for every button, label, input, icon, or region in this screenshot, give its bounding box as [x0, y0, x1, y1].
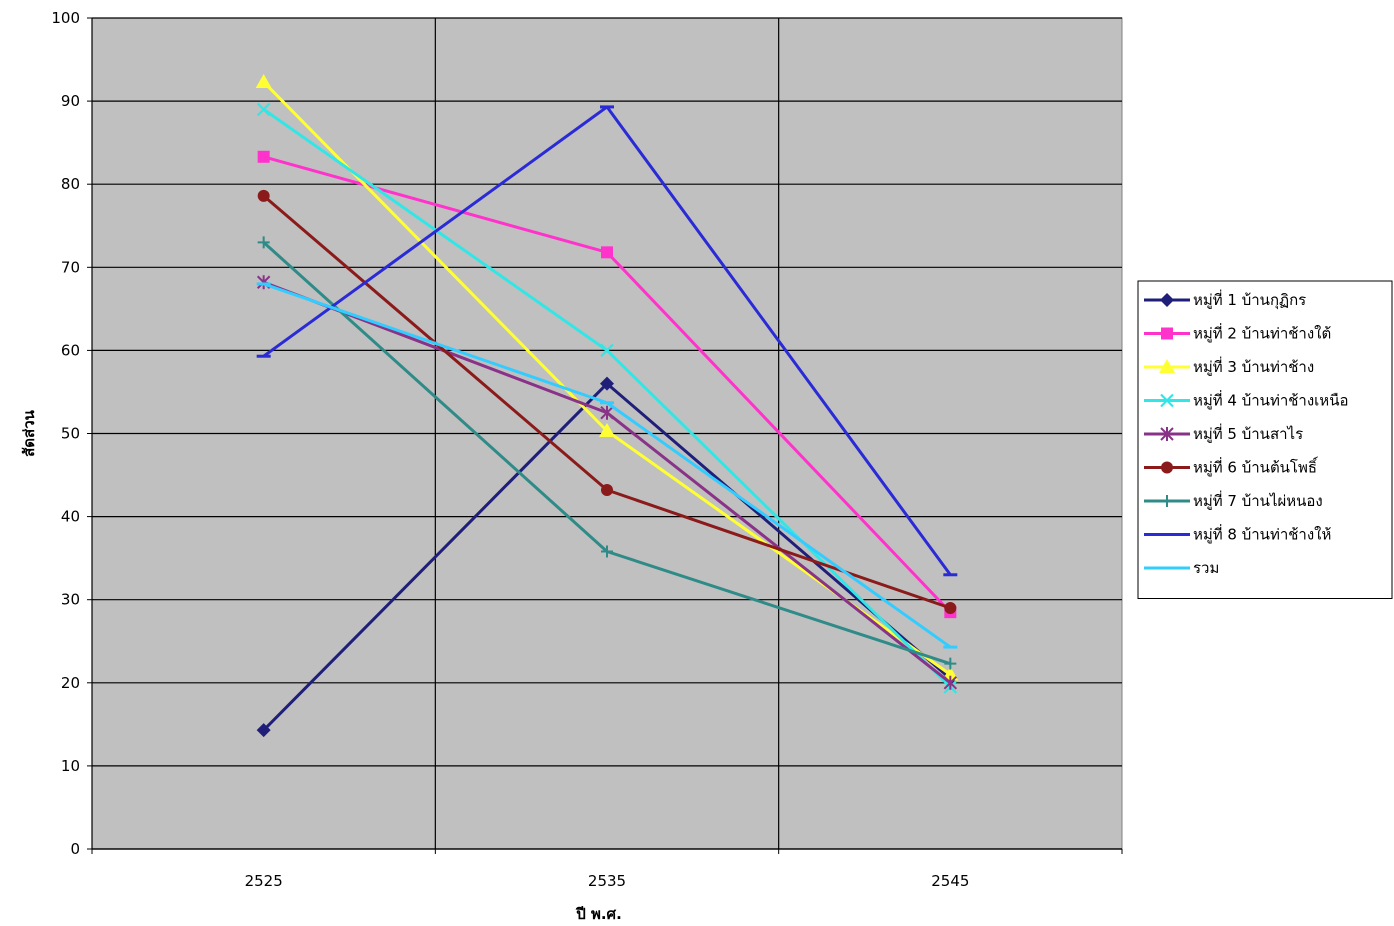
y-tick-label: 100	[51, 9, 80, 27]
legend-entry: หมู่ที่ 4 บ้านท่าช้างเหนือ	[1144, 390, 1348, 410]
data-point	[257, 150, 270, 163]
legend-marker	[1161, 327, 1173, 340]
legend-label: รวม	[1193, 559, 1219, 577]
data-point	[256, 723, 271, 738]
series-6	[257, 189, 957, 615]
legend-marker	[1159, 359, 1175, 373]
data-point	[944, 602, 957, 615]
data-point	[601, 545, 613, 558]
series-layer	[255, 73, 959, 738]
axes: 0 10 20 30 40 50 60 70 80 90 100 2525 2535 2545	[51, 9, 1123, 890]
data-point	[257, 189, 270, 202]
x-tick-label: 2525	[245, 872, 283, 890]
legend-marker	[1161, 495, 1173, 507]
series-5	[256, 275, 958, 690]
data-point	[600, 343, 614, 358]
x-tick-label: 2545	[931, 872, 969, 890]
legend-entry: หมู่ที่ 1 บ้านกุฏิกร	[1144, 289, 1306, 310]
x-axis-title: ปี พ.ศ.	[575, 905, 622, 923]
legend-entry: หมู่ที่ 6 บ้านต้นโพธิ์	[1144, 457, 1319, 477]
y-axis-title: สัดส่วน	[20, 409, 38, 456]
data-point	[255, 73, 272, 88]
x-tick-label: 2535	[588, 872, 626, 890]
y-tick-label: 30	[61, 591, 80, 609]
data-point	[942, 666, 959, 681]
y-tick-label: 70	[61, 258, 80, 276]
legend-label: หมู่ที่ 1 บ้านกุฏิกร	[1193, 289, 1306, 310]
y-tick-label: 50	[61, 425, 80, 443]
legend-marker	[1160, 293, 1174, 307]
series-7	[257, 236, 957, 670]
legend-label: หมู่ที่ 5 บ้านสาไร	[1193, 423, 1303, 443]
data-point	[256, 102, 271, 117]
legend-label: หมู่ที่ 6 บ้านต้นโพธิ์	[1193, 457, 1319, 477]
data-point	[600, 376, 614, 391]
legend-entry: หมู่ที่ 3 บ้านท่าช้าง	[1144, 356, 1314, 376]
legend-entry: หมู่ที่ 7 บ้านไผ่หนอง	[1144, 490, 1323, 510]
data-point	[944, 657, 957, 670]
legend-label: หมู่ที่ 2 บ้านท่าช้างใต้	[1193, 323, 1331, 343]
legend-marker	[1160, 427, 1174, 441]
y-tick-label: 60	[61, 341, 80, 359]
data-point	[599, 423, 615, 438]
y-tick-label: 40	[61, 508, 80, 526]
y-tick-label: 90	[61, 92, 80, 110]
data-point	[600, 405, 614, 420]
legend-marker	[1160, 393, 1174, 408]
legend-entry: รวม	[1144, 559, 1219, 577]
legend-entry: หมู่ที่ 8 บ้านท่าช้างให้	[1144, 524, 1331, 544]
data-point	[601, 484, 613, 497]
series-4	[256, 102, 958, 694]
data-point	[601, 246, 613, 259]
legend-label: หมู่ที่ 4 บ้านท่าช้างเหนือ	[1193, 390, 1348, 410]
legend-label: หมู่ที่ 8 บ้านท่าช้างให้	[1193, 524, 1331, 544]
y-tick-label: 0	[70, 840, 80, 858]
data-point	[943, 675, 958, 690]
legend-entry: หมู่ที่ 5 บ้านสาไร	[1144, 423, 1303, 443]
data-point	[257, 236, 270, 249]
y-tick-label: 20	[61, 674, 80, 692]
y-tick-label: 10	[61, 757, 80, 775]
legend-marker	[1161, 461, 1173, 474]
legend-label: หมู่ที่ 7 บ้านไผ่หนอง	[1193, 490, 1323, 510]
series-8	[256, 105, 958, 577]
y-tick-label: 80	[61, 175, 80, 193]
legend-label: หมู่ที่ 3 บ้านท่าช้าง	[1193, 356, 1314, 376]
series-9	[256, 282, 958, 649]
legend-entry: หมู่ที่ 2 บ้านท่าช้างใต้	[1144, 323, 1331, 343]
